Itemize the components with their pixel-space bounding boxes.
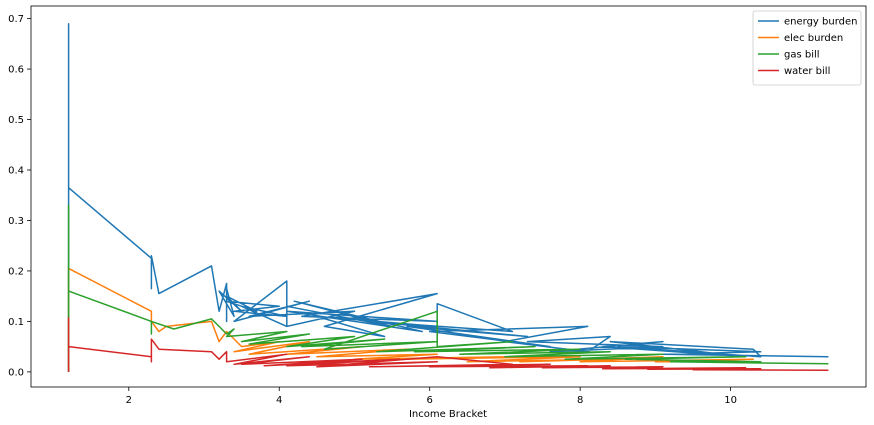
legend-entry: elec burden (784, 33, 843, 44)
y-tick-label: 0.7 (8, 14, 24, 25)
y-tick-label: 0.4 (8, 166, 24, 177)
legend-entry: gas bill (784, 50, 820, 61)
x-tick-label: 6 (427, 395, 433, 406)
y-axis: 0.0 0.1 0.2 0.3 0.4 0.5 0.6 0.7 (8, 14, 31, 378)
y-tick-label: 0.5 (8, 115, 24, 126)
x-axis-label: Income Bracket (409, 409, 487, 420)
legend: energy burden elec burden gas bill water bi… (752, 10, 862, 86)
y-tick-label: 0.1 (8, 317, 24, 328)
legend-entry: energy burden (784, 17, 857, 28)
series-line-2 (67, 204, 829, 372)
x-tick-label: 2 (126, 395, 132, 406)
y-tick-label: 0.6 (8, 65, 24, 76)
x-axis: 2 4 6 8 10 (126, 387, 737, 406)
y-tick-label: 0.0 (8, 367, 24, 378)
series-layer (67, 22, 829, 372)
y-tick-label: 0.2 (8, 266, 24, 277)
y-tick-label: 0.3 (8, 216, 24, 227)
series-line-3 (67, 317, 829, 372)
x-tick-label: 4 (276, 395, 282, 406)
legend-box (752, 10, 862, 86)
plot-frame (30, 5, 867, 388)
x-tick-label: 10 (724, 395, 737, 406)
x-tick-label: 8 (577, 395, 583, 406)
series-line-0 (67, 22, 829, 372)
legend-entry: water bill (784, 66, 830, 77)
